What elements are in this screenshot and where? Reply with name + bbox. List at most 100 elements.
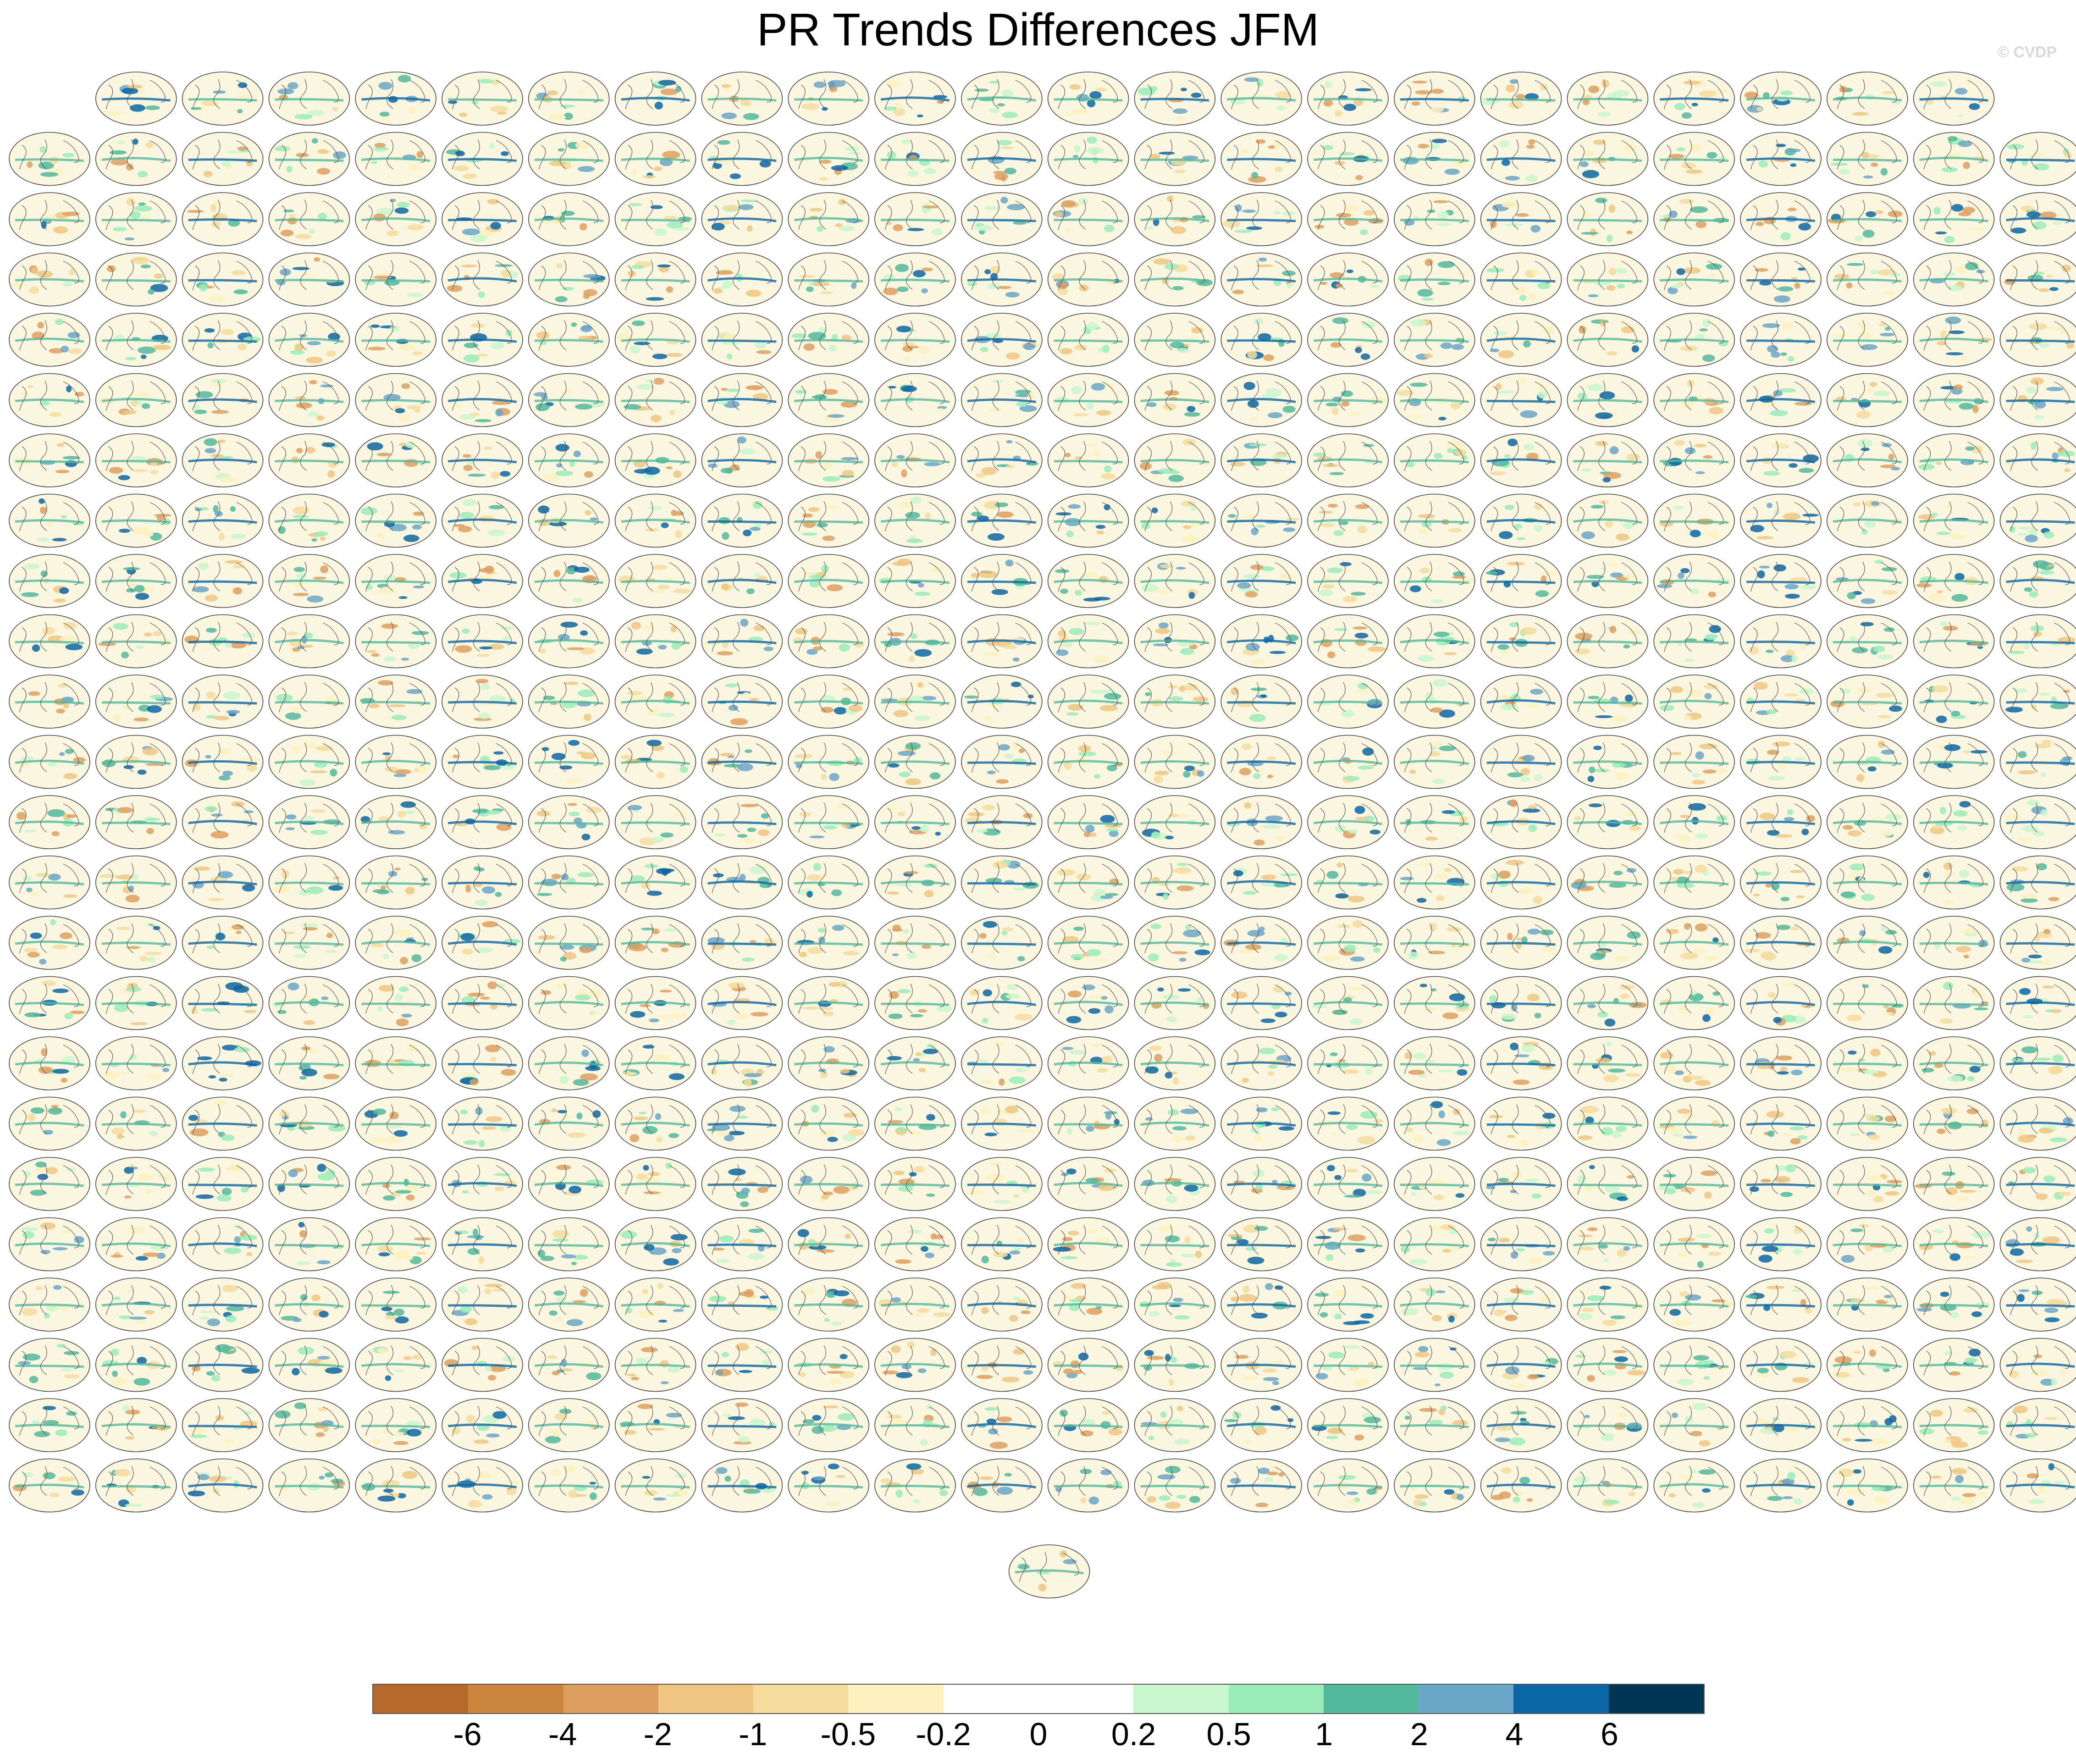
map-panel: [9, 373, 90, 427]
map-panel: [1999, 916, 2076, 970]
map-panel: [1394, 493, 1475, 548]
map-panel: [1394, 916, 1475, 970]
map-panel: [961, 1458, 1043, 1513]
map-panel: [1913, 735, 1995, 789]
map-panel: [95, 795, 177, 849]
map-panel: [701, 735, 783, 789]
map-panel: [1913, 1036, 1995, 1090]
map-panel: [268, 675, 350, 729]
map-panel: [1394, 132, 1475, 186]
map-panel: [528, 1036, 610, 1090]
map-panel: [1653, 493, 1735, 548]
map-panel: [1307, 1277, 1389, 1332]
map-panel: [961, 735, 1043, 789]
map-panel: [1394, 1157, 1475, 1211]
map-panel: [1480, 614, 1562, 669]
map-panel: [701, 614, 783, 669]
map-panel: [961, 675, 1043, 729]
map-panel: [1999, 192, 2076, 246]
map-panel: [788, 916, 869, 970]
map-panel: [1740, 313, 1822, 367]
map-panel: [1999, 433, 2076, 487]
colorbar-swatch: [753, 1685, 849, 1713]
map-panel: [1307, 916, 1389, 970]
map-panel: [961, 554, 1043, 608]
map-panel: [1567, 373, 1649, 427]
map-panel: [788, 1217, 869, 1272]
map-panel: [788, 313, 869, 367]
map-panel: [1134, 72, 1216, 126]
map-panel: [1394, 373, 1475, 427]
map-panel: [1567, 735, 1649, 789]
map-panel: [1307, 1338, 1389, 1392]
map-panel: [1999, 313, 2076, 367]
map-panel: [1480, 735, 1562, 789]
map-panel: [1047, 373, 1129, 427]
map-panel: [182, 1338, 264, 1392]
map-panel: [1999, 373, 2076, 427]
map-panel: [1307, 554, 1389, 608]
map-panel: [268, 192, 350, 246]
colorbar-swatch: [1608, 1685, 1704, 1713]
map-panel: [355, 1157, 437, 1211]
map-panel: [1134, 976, 1216, 1030]
map-panel: [1480, 433, 1562, 487]
map-panel: [1134, 1458, 1216, 1513]
map-panel: [1913, 795, 1995, 849]
map-panel: [1913, 1338, 1995, 1392]
map-panel: [9, 855, 90, 910]
map-panel: [1047, 433, 1129, 487]
map-panel: [268, 72, 350, 126]
map-panel: [1999, 1096, 2076, 1151]
map-panel: [1567, 1338, 1649, 1392]
map-panel: [1999, 1338, 2076, 1392]
map-panel: [442, 1096, 523, 1151]
map-panel: [961, 313, 1043, 367]
map-panel: [1394, 433, 1475, 487]
map-panel: [9, 554, 90, 608]
map-panel: [1567, 1458, 1649, 1513]
map-panel: [1220, 554, 1302, 608]
map-panel: [1653, 1277, 1735, 1332]
map-panel: [1480, 132, 1562, 186]
map-panel: [355, 192, 437, 246]
map-panel: [182, 493, 264, 548]
map-panel: [1480, 1157, 1562, 1211]
map-panel: [1220, 1398, 1302, 1452]
map-panel: [1047, 493, 1129, 548]
map-panel: [442, 855, 523, 910]
map-panel: [701, 675, 783, 729]
map-panel: [1999, 554, 2076, 608]
map-panel: [355, 735, 437, 789]
map-panel: [1134, 1036, 1216, 1090]
map-panel: [268, 1277, 350, 1332]
map-panel: [614, 735, 696, 789]
map-panel: [614, 976, 696, 1030]
map-panel: [961, 192, 1043, 246]
map-panel: [1567, 614, 1649, 669]
map-panel: [701, 132, 783, 186]
map-panel: [1134, 554, 1216, 608]
map-panel: [528, 1398, 610, 1452]
map-panel: [1220, 1096, 1302, 1151]
map-panel: [95, 916, 177, 970]
map-panel: [1480, 1338, 1562, 1392]
map-panel: [614, 1036, 696, 1090]
map-panel: [528, 1277, 610, 1332]
map-panel: [442, 252, 523, 307]
map-panel: [1827, 554, 1908, 608]
map-panel: [268, 795, 350, 849]
map-panel: [1740, 675, 1822, 729]
map-panel: [1307, 1398, 1389, 1452]
map-panel: [95, 1277, 177, 1332]
map-panel: [1047, 132, 1129, 186]
map-panel: [1827, 675, 1908, 729]
map-panel: [961, 132, 1043, 186]
map-panel: [874, 192, 956, 246]
map-panel: [1913, 493, 1995, 548]
map-panel: [1394, 614, 1475, 669]
map-panel: [9, 433, 90, 487]
map-panel: [528, 373, 610, 427]
map-panel: [268, 373, 350, 427]
map-panel: [1913, 252, 1995, 307]
